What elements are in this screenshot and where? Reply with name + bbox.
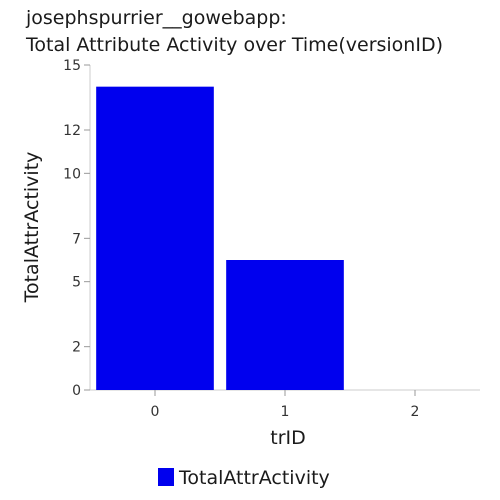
chart-title-line-1: josephspurrier__gowebapp: bbox=[25, 7, 287, 29]
y-tick-label: 2 bbox=[72, 340, 81, 356]
y-tick-label: 10 bbox=[63, 166, 81, 182]
y-tick-label: 5 bbox=[72, 275, 81, 291]
x-axis-label: trID bbox=[270, 427, 306, 449]
x-tick-label: 0 bbox=[151, 404, 160, 420]
x-ticks: 0 1 2 bbox=[151, 390, 420, 420]
y-tick-label: 7 bbox=[72, 231, 81, 247]
bar-1 bbox=[226, 260, 344, 390]
bar-0 bbox=[96, 86, 214, 391]
y-tick-label: 0 bbox=[72, 383, 81, 399]
legend-label: TotalAttrActivity bbox=[178, 467, 330, 489]
bars bbox=[96, 86, 344, 391]
x-tick-label: 1 bbox=[281, 404, 290, 420]
y-tick-label: 12 bbox=[63, 123, 81, 139]
y-axis-label: TotalAttrActivity bbox=[21, 152, 43, 304]
y-ticks: 0 2 5 7 10 12 15 bbox=[63, 58, 90, 399]
y-tick-label: 15 bbox=[63, 58, 81, 74]
x-tick-label: 2 bbox=[411, 404, 420, 420]
chart-title: josephspurrier__gowebapp: Total Attribut… bbox=[25, 7, 443, 56]
chart-title-line-2: Total Attribute Activity over Time(versi… bbox=[25, 34, 443, 56]
legend-swatch bbox=[158, 468, 174, 486]
legend: TotalAttrActivity bbox=[158, 467, 330, 489]
